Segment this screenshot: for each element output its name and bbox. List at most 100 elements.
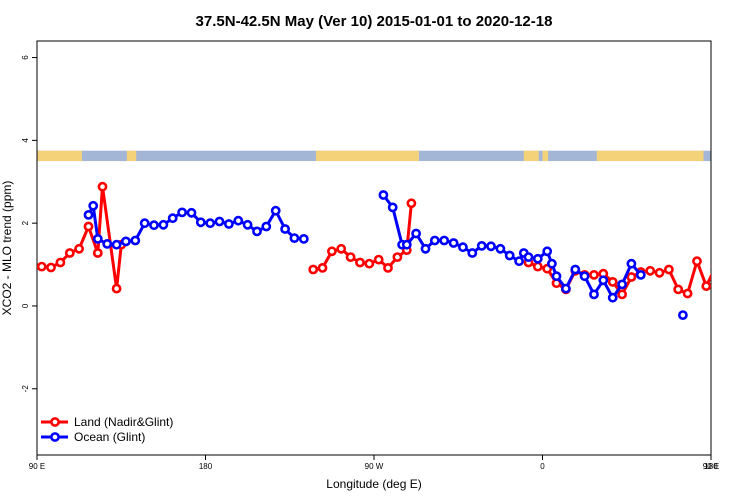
series-1-point-28 xyxy=(401,239,412,250)
series-0-point-40 xyxy=(692,256,702,267)
series-1-point-25 xyxy=(378,190,389,200)
legend-label-0: Land (Nadir&Glint) xyxy=(74,415,173,429)
series-1-point-52 xyxy=(607,292,618,303)
series-0-point-36 xyxy=(654,267,665,278)
series-0-point-10 xyxy=(308,264,319,275)
land-segment-2 xyxy=(315,150,419,162)
series-0-point-38 xyxy=(673,284,684,295)
series-1-point-7 xyxy=(139,218,150,229)
series-1-point-10 xyxy=(167,213,178,224)
land-segment-5 xyxy=(596,150,704,162)
x-tick-label-extra-0: 180 xyxy=(704,462,718,471)
series-1-point-33 xyxy=(448,238,459,248)
series-0-point-5 xyxy=(83,221,94,232)
series-0-point-23 xyxy=(532,261,543,272)
x-axis-label: Longitude (deg E) xyxy=(326,477,421,491)
series-1-point-39 xyxy=(504,250,515,261)
series-0-point-32 xyxy=(617,289,627,300)
series-0-point-37 xyxy=(664,264,674,275)
series-0-point-1 xyxy=(46,262,56,273)
series-0-point-7 xyxy=(97,181,108,192)
series-1-point-18 xyxy=(242,219,253,230)
series-0-point-17 xyxy=(373,254,384,265)
land-segment-1 xyxy=(126,150,137,162)
series-1-point-55 xyxy=(635,269,646,280)
series-0-point-6 xyxy=(92,248,103,258)
series-1-point-13 xyxy=(195,217,206,228)
series-0-point-31 xyxy=(607,276,618,287)
series-0-point-4 xyxy=(74,243,84,254)
series-0 xyxy=(37,181,711,300)
legend-entry-0: Land (Nadir&Glint) xyxy=(41,415,173,429)
series-0-point-2 xyxy=(55,257,66,268)
series-1-point-8 xyxy=(149,220,159,231)
series-1-point-20 xyxy=(261,221,272,232)
series-1-point-29 xyxy=(411,228,421,239)
series-1-point-46 xyxy=(551,271,562,282)
series-0-point-12 xyxy=(326,246,337,257)
series-0-point-11 xyxy=(317,262,328,273)
y-tick-label-1: 0 xyxy=(21,303,30,308)
series-1-point-43 xyxy=(532,253,543,264)
legend-entry-1: Ocean (Glint) xyxy=(41,430,145,444)
land-segment-3 xyxy=(523,150,539,162)
series-1 xyxy=(83,190,688,320)
series-1-point-37 xyxy=(486,241,496,252)
series-1-point-31 xyxy=(429,235,440,246)
land-sea-strip xyxy=(37,150,711,162)
series-1-point-6 xyxy=(130,235,141,246)
series-0-point-8 xyxy=(111,283,122,294)
series-1-point-38 xyxy=(495,243,506,254)
series-1-point-48 xyxy=(570,264,581,275)
x-tick-label-0: 90 E xyxy=(29,462,45,471)
series-1-point-44 xyxy=(542,246,553,257)
series-0-point-3 xyxy=(64,248,75,258)
legend-marker-1 xyxy=(50,432,60,442)
series-layer xyxy=(37,181,711,320)
series-1-point-0 xyxy=(83,209,94,220)
series-1-point-40 xyxy=(514,256,524,267)
series-1-point-14 xyxy=(205,218,216,229)
series-1-point-15 xyxy=(214,216,225,227)
series-1-point-9 xyxy=(158,219,169,230)
series-0-point-21 xyxy=(406,198,417,209)
series-1-point-21 xyxy=(270,205,281,216)
series-1-point-12 xyxy=(186,207,197,218)
y-tick-label-3: 4 xyxy=(21,138,30,143)
series-0-point-13 xyxy=(336,243,347,254)
x-tick-label-2: 90 W xyxy=(365,462,384,471)
series-1-point-23 xyxy=(289,233,300,243)
series-0-point-18 xyxy=(383,262,393,273)
series-1-point-53 xyxy=(617,279,627,290)
series-1-point-19 xyxy=(252,226,262,237)
series-1-point-11 xyxy=(177,207,187,218)
series-1-point-45 xyxy=(547,258,557,269)
series-1-point-54 xyxy=(626,258,637,269)
series-0-point-29 xyxy=(589,269,599,280)
legend-marker-0 xyxy=(50,417,60,427)
series-0-point-39 xyxy=(682,288,693,299)
series-1-point-3 xyxy=(102,238,113,249)
series-1-point-35 xyxy=(467,248,478,258)
series-1-point-50 xyxy=(589,289,599,300)
series-1-point-2 xyxy=(92,233,103,244)
chart-title: 37.5N-42.5N May (Ver 10) 2015-01-01 to 2… xyxy=(196,13,553,30)
series-1-point-17 xyxy=(233,215,244,226)
series-1-point-51 xyxy=(598,275,609,286)
y-tick-label-0: -2 xyxy=(21,385,30,393)
y-tick-label-4: 6 xyxy=(21,55,30,60)
series-1-point-32 xyxy=(439,235,450,246)
y-axis-label: XCO2 - MLO trend (ppm) xyxy=(0,181,14,316)
series-1-point-36 xyxy=(476,240,487,251)
series-1-point-47 xyxy=(561,283,571,294)
plot-frame xyxy=(36,40,712,456)
series-1-point-24 xyxy=(298,233,309,244)
land-segment-0 xyxy=(37,150,82,162)
series-0-point-14 xyxy=(345,252,356,262)
series-1-point-34 xyxy=(457,242,468,253)
series-0-point-15 xyxy=(355,257,365,268)
series-0-point-0 xyxy=(37,261,47,272)
series-1-point-16 xyxy=(223,219,234,229)
